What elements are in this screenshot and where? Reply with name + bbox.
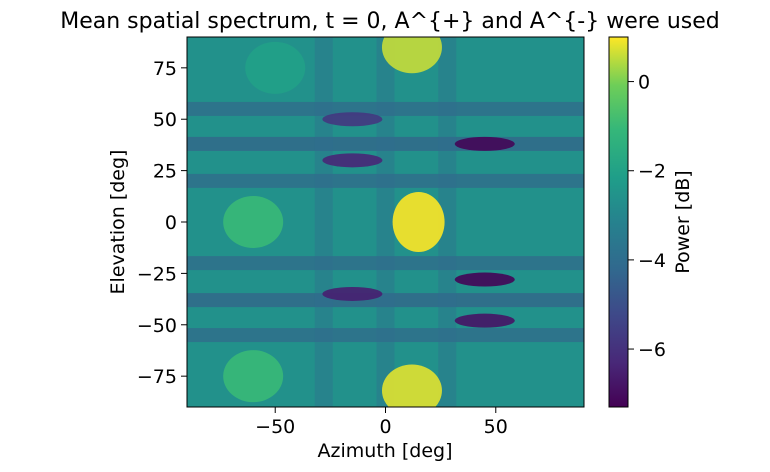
x-axis-label: Azimuth [deg]: [318, 440, 453, 462]
y-axis-ticks: −75 −50 −25 0 25 50 75: [137, 58, 187, 388]
colorbar-tick-label: 0: [638, 72, 650, 94]
heatmap-peak: [223, 350, 284, 403]
heatmap-minimum: [322, 153, 383, 168]
heatmap-column: [314, 37, 333, 407]
heatmap-peak: [381, 37, 442, 74]
heatmap-minimum: [322, 112, 383, 127]
heatmap-column: [376, 37, 395, 407]
heatmap-band: [187, 256, 584, 271]
heatmap-band: [187, 328, 584, 343]
colorbar-ticks: −6 −4 −2 0: [628, 72, 666, 361]
heatmap: [187, 37, 584, 407]
heatmap-minimum: [454, 313, 515, 328]
heatmap-minimum: [454, 272, 515, 287]
x-tick-label: −50: [255, 416, 295, 438]
chart-title: Mean spatial spectrum, t = 0, A^{+} and …: [60, 9, 720, 34]
x-tick-label: 0: [379, 416, 391, 438]
y-tick-label: −25: [137, 263, 177, 285]
colorbar-label: Power [dB]: [672, 170, 694, 273]
heatmap-peak: [245, 41, 306, 94]
y-tick-label: 50: [153, 109, 177, 131]
y-tick-label: −75: [137, 366, 177, 388]
heatmap-minimum: [322, 286, 383, 301]
heatmap-minimum: [454, 136, 515, 151]
colorbar-tick-label: −2: [638, 161, 666, 183]
heatmap-band: [187, 101, 584, 116]
colorbar-tick-label: −4: [638, 250, 666, 272]
heatmap-column: [438, 37, 457, 407]
y-tick-label: 75: [153, 58, 177, 80]
y-tick-label: 25: [153, 161, 177, 183]
heatmap-band: [187, 173, 584, 188]
colorbar: [608, 36, 629, 408]
x-tick-label: 50: [484, 416, 508, 438]
y-tick-label: 0: [165, 212, 177, 234]
heatmap-band: [187, 293, 584, 308]
heatmap-peak: [381, 364, 442, 407]
heatmap-peak: [223, 196, 284, 248]
colorbar-tick-label: −6: [638, 339, 666, 361]
heatmap-peak: [392, 192, 445, 252]
x-axis-ticks: −50 0 50: [255, 407, 508, 438]
y-axis-label: Elevation [deg]: [107, 150, 129, 295]
y-tick-label: −50: [137, 315, 177, 337]
